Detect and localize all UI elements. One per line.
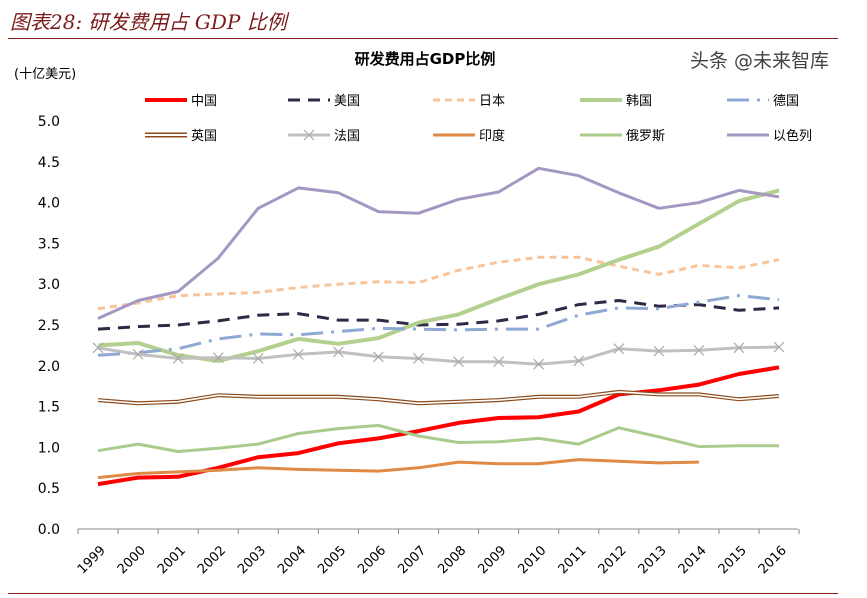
x-tick-label: 2009 [475,543,509,577]
x-tick-label: 2008 [435,543,469,577]
data-point-marker [533,358,545,370]
x-tick-label: 2011 [556,543,590,577]
x-tick-label: 2000 [115,543,149,577]
bottom-rule [8,593,838,594]
legend-label: 日本 [479,94,505,109]
y-tick-label: 3.0 [38,277,60,293]
data-point-marker [453,356,464,368]
legend-label: 俄罗斯 [626,129,665,144]
series-line-0 [97,365,780,487]
y-tick-label: 2.0 [38,359,60,375]
legend-label: 美国 [334,94,360,109]
data-point-marker [212,352,224,364]
data-point-marker [252,353,264,364]
data-point-marker [332,346,344,358]
x-tick-label: 2004 [275,543,309,577]
legend-label: 英国 [191,129,217,144]
y-tick-label: 4.5 [38,155,60,171]
x-tick-label: 2015 [716,543,750,577]
y-tick-label: 0.0 [38,522,60,538]
watermark: 头条 @未来智库 [690,50,830,72]
x-tick-label: 2005 [315,543,349,577]
series-line-9 [97,166,780,320]
data-point-marker [413,353,424,364]
y-tick-label: 3.5 [38,236,60,252]
series-line-4 [97,294,780,357]
figure-title: 图表28: 研发费用占 GDP 比例 [10,10,287,34]
series-line-1 [97,299,780,331]
data-point-marker [172,353,184,364]
series-line-2 [97,255,780,311]
x-tick-label: 1999 [75,543,109,577]
data-point-marker [613,343,625,355]
data-point-marker [372,351,384,363]
data-point-marker [92,342,104,354]
x-tick-label: 2012 [596,543,630,577]
legend-marker [303,129,315,141]
data-point-marker [693,344,705,356]
legend-label: 中国 [191,94,217,109]
legend-label: 法国 [334,129,360,144]
x-tick-label: 2006 [355,543,389,577]
y-tick-label: 4.0 [38,196,60,212]
y-tick-label: 2.5 [38,318,60,334]
legend-label: 印度 [479,128,505,144]
x-tick-label: 2010 [515,543,549,577]
series-line-6 [97,345,780,366]
x-tick-label: 2007 [395,543,429,577]
x-tick-label: 2014 [676,543,710,577]
x-tick-label: 2002 [195,543,229,577]
chart-title: 研发费用占GDP比例 [355,50,496,68]
data-point-marker [132,348,144,360]
legend-label: 德国 [773,94,799,109]
series-line-3 [97,188,780,363]
y-tick-label: 0.5 [38,481,60,497]
y-tick-label: 1.5 [38,400,60,416]
y-tick-label: 5.0 [38,114,60,130]
data-point-marker [773,341,785,353]
x-tick-label: 2016 [756,543,790,577]
data-point-marker [733,342,745,354]
series-line-8 [97,423,779,453]
data-point-marker [653,345,665,357]
x-tick-label: 2001 [155,543,189,577]
x-tick-label: 2003 [235,543,269,577]
series-line-7 [97,458,699,480]
legend-label: 以色列 [773,128,812,144]
top-rule [8,38,838,39]
y-tick-label: 1.0 [38,440,60,456]
data-point-marker [493,356,505,368]
data-point-marker [573,355,585,367]
series-line-inner-5 [97,391,780,405]
data-point-marker [292,348,304,360]
x-tick-label: 2013 [636,543,670,577]
legend-label: 韩国 [626,94,652,109]
y-axis-label: (十亿美元) [14,67,76,82]
